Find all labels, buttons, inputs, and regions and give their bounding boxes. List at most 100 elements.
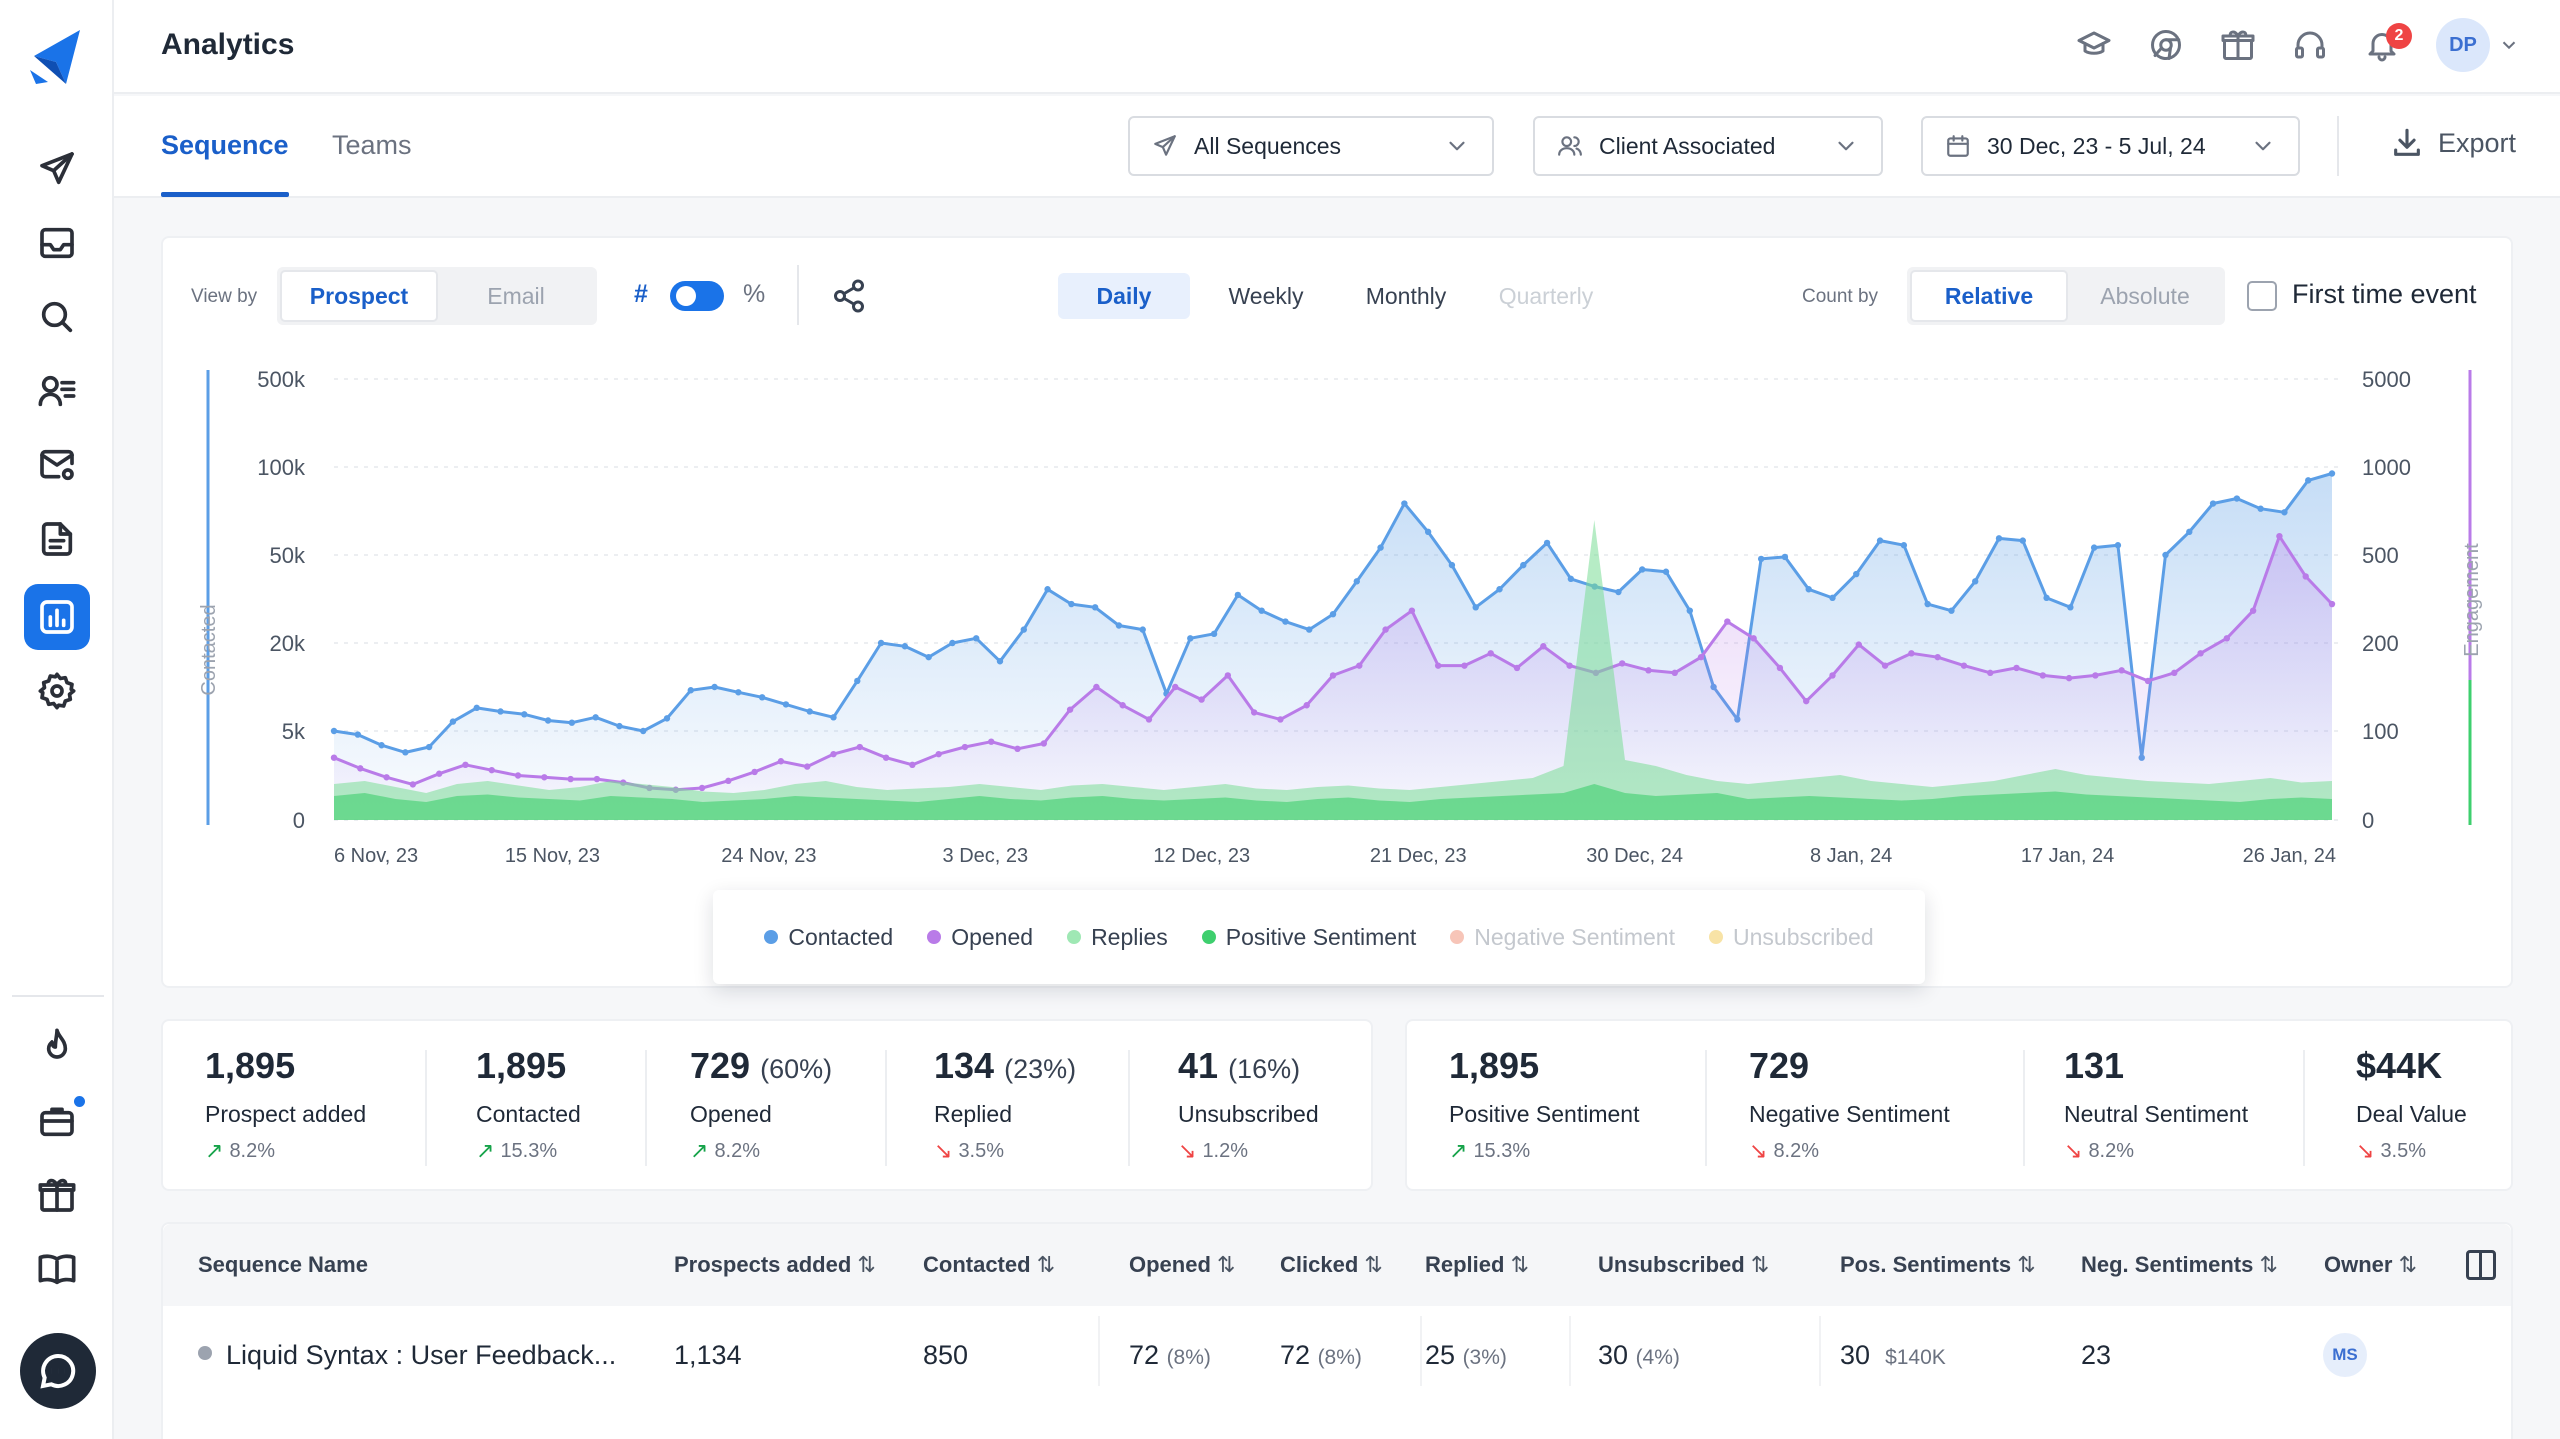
prospects-cell: 1,134 [674, 1340, 742, 1370]
legend-item-opened[interactable]: Opened [927, 924, 1033, 951]
columns-toggle-icon[interactable] [2466, 1250, 2496, 1280]
view-by-email[interactable]: Email [487, 282, 545, 309]
nav-briefcase-icon[interactable] [24, 1088, 90, 1154]
y2-tick-label: 100 [2362, 719, 2399, 744]
date-range-picker[interactable]: 30 Dec, 23 - 5 Jul, 24 [1921, 116, 2300, 176]
count-by-absolute[interactable]: Absolute [2100, 282, 2190, 309]
opened-series-point [1382, 626, 1389, 633]
replies-series-area [334, 520, 2332, 820]
sequences-dropdown[interactable]: All Sequences [1128, 116, 1494, 176]
nav-gift-icon[interactable] [24, 1162, 90, 1228]
legend-item-contacted[interactable]: Contacted [764, 924, 893, 951]
sidebar [0, 0, 114, 1439]
column-header-neg-sentiments[interactable]: Neg. Sentiments ⇅ [2081, 1252, 2278, 1278]
opened-series-point [2276, 532, 2283, 540]
column-header-contacted[interactable]: Contacted ⇅ [923, 1252, 1055, 1278]
count-by-relative[interactable]: Relative [1910, 270, 2068, 322]
legend-item-unsubscribed[interactable]: Unsubscribed [1709, 924, 1874, 951]
column-header-clicked[interactable]: Clicked ⇅ [1280, 1252, 1383, 1278]
x-tick-label: 21 Dec, 23 [1370, 845, 1467, 867]
nav-analytics-icon[interactable] [24, 584, 90, 650]
share-icon[interactable] [831, 278, 867, 314]
first-time-event-checkbox[interactable] [2247, 281, 2277, 311]
opened-series-point [1014, 745, 1021, 752]
column-header-opened[interactable]: Opened ⇅ [1129, 1252, 1235, 1278]
period-quarterly: Quarterly [1498, 282, 1594, 309]
nav-inbox-icon[interactable] [24, 210, 90, 276]
opened-series-point [1750, 635, 1757, 642]
count-percent-switch[interactable] [670, 281, 724, 311]
legend-item-replies[interactable]: Replies [1067, 924, 1168, 951]
stat-value: $44K [2356, 1045, 2443, 1086]
send-icon [1154, 135, 1176, 156]
contacted-series-point [901, 643, 909, 650]
neg-sentiments-cell: 23 [2081, 1340, 2112, 1370]
nav-email-settings-icon[interactable] [24, 432, 90, 498]
opened-series-point [1040, 740, 1048, 747]
notifications-bell-icon[interactable]: 2 [2364, 23, 2412, 63]
gift-icon[interactable] [2220, 27, 2256, 63]
column-header-replied[interactable]: Replied ⇅ [1425, 1252, 1529, 1278]
nav-book-icon[interactable] [24, 1236, 90, 1302]
nav-sequences-send-icon[interactable] [24, 136, 90, 202]
x-tick-label: 15 Nov, 23 [505, 845, 600, 867]
period-daily[interactable]: Daily [1058, 273, 1190, 319]
column-header-pos-sentiments[interactable]: Pos. Sentiments ⇅ [1840, 1252, 2036, 1278]
opened-series-point [988, 738, 995, 745]
contacted-series-point [1234, 591, 1242, 599]
legend-item-negative-sentiment[interactable]: Negative Sentiment [1450, 924, 1675, 951]
y-tick-label: 50k [270, 543, 306, 568]
contacted-series-point [449, 718, 457, 725]
trend-down-icon: ↘ [2064, 1138, 2083, 1163]
headset-support-icon[interactable] [2292, 27, 2328, 63]
export-button[interactable]: Export [2390, 126, 2516, 160]
column-header-label: Opened [1129, 1252, 1211, 1277]
contacted-series-point [973, 635, 980, 642]
sequence-name-cell[interactable]: Liquid Syntax : User Feedback... [198, 1340, 616, 1371]
nav-fire-icon[interactable] [24, 1014, 90, 1080]
contacted-series-point [1448, 561, 1456, 569]
column-header-unsubscribed[interactable]: Unsubscribed ⇅ [1598, 1252, 1769, 1278]
period-monthly[interactable]: Monthly [1365, 282, 1447, 309]
contacted-series-point [1496, 586, 1503, 593]
nav-search-icon[interactable] [24, 284, 90, 350]
nav-settings-gear-icon[interactable] [24, 658, 90, 724]
owner-avatar[interactable]: MS [2323, 1333, 2367, 1377]
column-header-sequence-name[interactable]: Sequence Name [198, 1252, 368, 1278]
tab-sequence[interactable]: Sequence [161, 130, 289, 160]
contacted-series-point [996, 658, 1004, 665]
positive-sentiment-series-area [334, 784, 2332, 820]
opened-series-point [1987, 669, 1994, 677]
opened-series-point [1093, 683, 1100, 691]
legend-label: Positive Sentiment [1225, 923, 1417, 950]
legend-item-positive-sentiment[interactable]: Positive Sentiment [1201, 923, 1417, 951]
chat-support-button[interactable] [20, 1333, 96, 1409]
opened-series-point [1724, 618, 1731, 625]
view-by-prospect[interactable]: Prospect [280, 270, 438, 322]
contacted-series-point [497, 708, 504, 715]
opened-series-point [1697, 653, 1705, 661]
stat-change: ↗ 15.3% [476, 1138, 558, 1163]
count-mode-hash: # [634, 280, 648, 308]
page-title: Analytics [161, 28, 295, 61]
column-header-label: Replied [1425, 1252, 1505, 1277]
column-header-prospects-added[interactable]: Prospects added ⇅ [674, 1252, 876, 1278]
user-menu[interactable]: DP [2436, 18, 2520, 72]
contacted-series-point [1829, 594, 1836, 602]
tab-teams[interactable]: Teams [332, 130, 412, 160]
nav-templates-icon[interactable] [24, 506, 90, 572]
nav-prospects-icon[interactable] [24, 358, 90, 424]
y2-tick-label: 0 [2362, 808, 2374, 833]
client-dropdown[interactable]: Client Associated [1533, 116, 1883, 176]
column-header-owner[interactable]: Owner ⇅ [2324, 1252, 2417, 1278]
notification-count-badge: 2 [2386, 23, 2412, 49]
users-icon [1558, 136, 1582, 156]
academy-cap-icon[interactable] [2076, 27, 2112, 63]
period-weekly[interactable]: Weekly [1228, 282, 1304, 309]
app-logo[interactable] [26, 26, 88, 88]
legend-swatch [1067, 930, 1082, 944]
chrome-extension-icon[interactable] [2148, 27, 2184, 63]
legend-label: Unsubscribed [1733, 923, 1874, 950]
stat-change: ↘ 3.5% [934, 1138, 1005, 1163]
opened-series-point [1855, 641, 1862, 648]
